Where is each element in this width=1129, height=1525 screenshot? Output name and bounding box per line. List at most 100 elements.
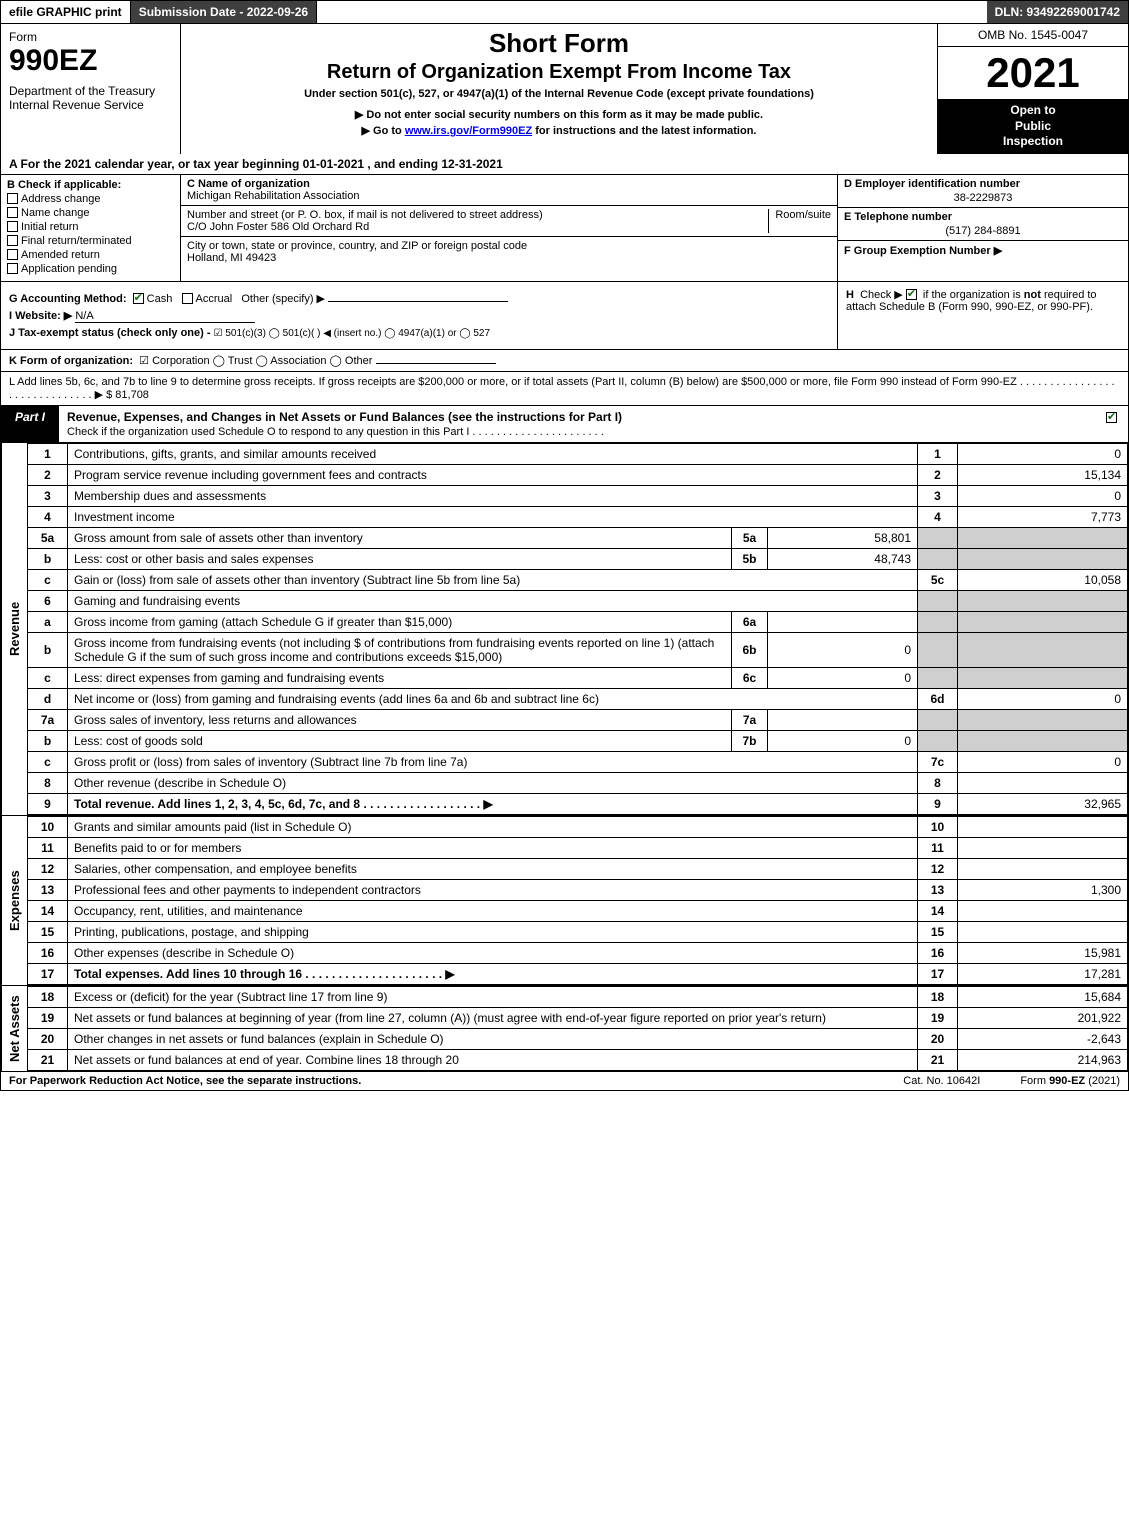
block-ghij: G Accounting Method: Cash Accrual Other … (0, 282, 1129, 350)
box-g-label: G Accounting Method: (9, 293, 127, 305)
telephone-value: (517) 284-8891 (844, 225, 1122, 237)
cb-name-change[interactable]: Name change (7, 207, 174, 219)
row-10: 10Grants and similar amounts paid (list … (28, 816, 1128, 837)
amt-8 (958, 772, 1128, 793)
line-k: K Form of organization: ☑ Corporation ◯ … (0, 350, 1129, 372)
row-5b: b Less: cost or other basis and sales ex… (28, 548, 1128, 569)
cb-final-return[interactable]: Final return/terminated (7, 235, 174, 247)
cb-address-change[interactable]: Address change (7, 193, 174, 205)
amt-17: 17,281 (958, 963, 1128, 984)
row-4: 4 Investment income 4 7,773 (28, 506, 1128, 527)
amt-2: 15,134 (958, 464, 1128, 485)
title-line2: Return of Organization Exempt From Incom… (191, 61, 927, 84)
part-i-title: Revenue, Expenses, and Changes in Net As… (59, 406, 1098, 442)
row-8: 8 Other revenue (describe in Schedule O)… (28, 772, 1128, 793)
line-k-other-input[interactable] (376, 363, 496, 364)
other-specify-input[interactable] (328, 301, 508, 302)
amt-7c: 0 (958, 751, 1128, 772)
line-k-options: ☑ Corporation ◯ Trust ◯ Association ◯ Ot… (139, 355, 372, 367)
cb-cash[interactable] (133, 293, 144, 304)
part-i-subtitle: Check if the organization used Schedule … (67, 426, 604, 438)
net-assets-side-label: Net Assets (1, 986, 27, 1071)
amt-11 (958, 837, 1128, 858)
paperwork-notice: For Paperwork Reduction Act Notice, see … (9, 1075, 361, 1087)
part-i-header: Part I Revenue, Expenses, and Changes in… (0, 406, 1129, 443)
arrow-line-2: ▶ Go to www.irs.gov/Form990EZ for instru… (191, 124, 927, 137)
cb-application-pending[interactable]: Application pending (7, 263, 174, 275)
row-14: 14Occupancy, rent, utilities, and mainte… (28, 900, 1128, 921)
amt-3: 0 (958, 485, 1128, 506)
ein-value: 38-2229873 (844, 192, 1122, 204)
amt-5c: 10,058 (958, 569, 1128, 590)
row-12: 12Salaries, other compensation, and empl… (28, 858, 1128, 879)
row-18: 18Excess or (deficit) for the year (Subt… (28, 986, 1128, 1007)
org-street: C/O John Foster 586 Old Orchard Rd (187, 221, 369, 233)
row-5c: c Gain or (loss) from sale of assets oth… (28, 569, 1128, 590)
form-label: Form (9, 30, 172, 44)
arrow-line-2-prefix: ▶ Go to (362, 125, 405, 137)
revenue-side-label: Revenue (1, 443, 27, 815)
line-l: L Add lines 5b, 6c, and 7b to line 9 to … (0, 372, 1129, 406)
page-footer: For Paperwork Reduction Act Notice, see … (0, 1072, 1129, 1091)
row-6d: d Net income or (loss) from gaming and f… (28, 688, 1128, 709)
amt-15 (958, 921, 1128, 942)
cb-initial-return[interactable]: Initial return (7, 221, 174, 233)
box-h-text: H Check ▶ if the organization is not req… (846, 289, 1097, 313)
row-9: 9 Total revenue. Add lines 1, 2, 3, 4, 5… (28, 793, 1128, 814)
part-i-check[interactable] (1098, 406, 1128, 442)
amt-6d: 0 (958, 688, 1128, 709)
amt-12 (958, 858, 1128, 879)
title-line1: Short Form (191, 28, 927, 59)
box-j-options: ☑ 501(c)(3) ◯ 501(c)( ) ◀ (insert no.) ◯… (214, 328, 490, 339)
org-city: Holland, MI 49423 (187, 252, 276, 264)
box-b: B Check if applicable: Address change Na… (1, 175, 181, 281)
public-inspection-badge: Open to Public Inspection (938, 99, 1128, 154)
cb-accrual[interactable] (182, 293, 193, 304)
row-7b: b Less: cost of goods sold 7b 0 (28, 730, 1128, 751)
irs-link[interactable]: www.irs.gov/Form990EZ (405, 125, 532, 137)
box-c-addr-label: Number and street (or P. O. box, if mail… (187, 209, 543, 221)
row-6a: a Gross income from gaming (attach Sched… (28, 611, 1128, 632)
row-16: 16Other expenses (describe in Schedule O… (28, 942, 1128, 963)
part-i-tab: Part I (1, 406, 59, 442)
expenses-section: Expenses 10Grants and similar amounts pa… (0, 815, 1129, 985)
room-suite-label: Room/suite (768, 209, 831, 233)
amt-10 (958, 816, 1128, 837)
org-name: Michigan Rehabilitation Association (187, 190, 359, 202)
row-5a: 5a Gross amount from sale of assets othe… (28, 527, 1128, 548)
revenue-table: 1 Contributions, gifts, grants, and simi… (27, 443, 1128, 815)
val-5a: 58,801 (768, 527, 918, 548)
row-7c: c Gross profit or (loss) from sales of i… (28, 751, 1128, 772)
net-assets-table: 18Excess or (deficit) for the year (Subt… (27, 986, 1128, 1071)
amt-20: -2,643 (958, 1028, 1128, 1049)
net-assets-section: Net Assets 18Excess or (deficit) for the… (0, 985, 1129, 1072)
val-6b: 0 (768, 632, 918, 667)
box-c-city-label: City or town, state or province, country… (187, 240, 527, 252)
efile-print-label[interactable]: efile GRAPHIC print (1, 1, 131, 23)
cb-amended-return[interactable]: Amended return (7, 249, 174, 261)
arrow-line-1: ▶ Do not enter social security numbers o… (191, 108, 927, 121)
box-d-label: D Employer identification number (844, 178, 1020, 190)
row-11: 11Benefits paid to or for members11 (28, 837, 1128, 858)
row-19: 19Net assets or fund balances at beginni… (28, 1007, 1128, 1028)
cb-schedule-b[interactable] (906, 289, 917, 300)
box-h: H Check ▶ if the organization is not req… (838, 282, 1128, 349)
box-c-name-label: C Name of organization (187, 178, 310, 190)
row-21: 21Net assets or fund balances at end of … (28, 1049, 1128, 1070)
row-6b: b Gross income from fundraising events (… (28, 632, 1128, 667)
header-left: Form 990EZ Department of the Treasury In… (1, 24, 181, 154)
amt-4: 7,773 (958, 506, 1128, 527)
amt-1: 0 (958, 443, 1128, 464)
amt-19: 201,922 (958, 1007, 1128, 1028)
amt-16: 15,981 (958, 942, 1128, 963)
expenses-table: 10Grants and similar amounts paid (list … (27, 816, 1128, 985)
line-l-text: L Add lines 5b, 6c, and 7b to line 9 to … (9, 376, 1115, 401)
line-a: A For the 2021 calendar year, or tax yea… (0, 154, 1129, 175)
form-number: 990EZ (9, 44, 172, 78)
row-17: 17Total expenses. Add lines 10 through 1… (28, 963, 1128, 984)
row-15: 15Printing, publications, postage, and s… (28, 921, 1128, 942)
val-6c: 0 (768, 667, 918, 688)
row-1: 1 Contributions, gifts, grants, and simi… (28, 443, 1128, 464)
header-center: Short Form Return of Organization Exempt… (181, 24, 938, 154)
revenue-section: Revenue 1 Contributions, gifts, grants, … (0, 443, 1129, 815)
